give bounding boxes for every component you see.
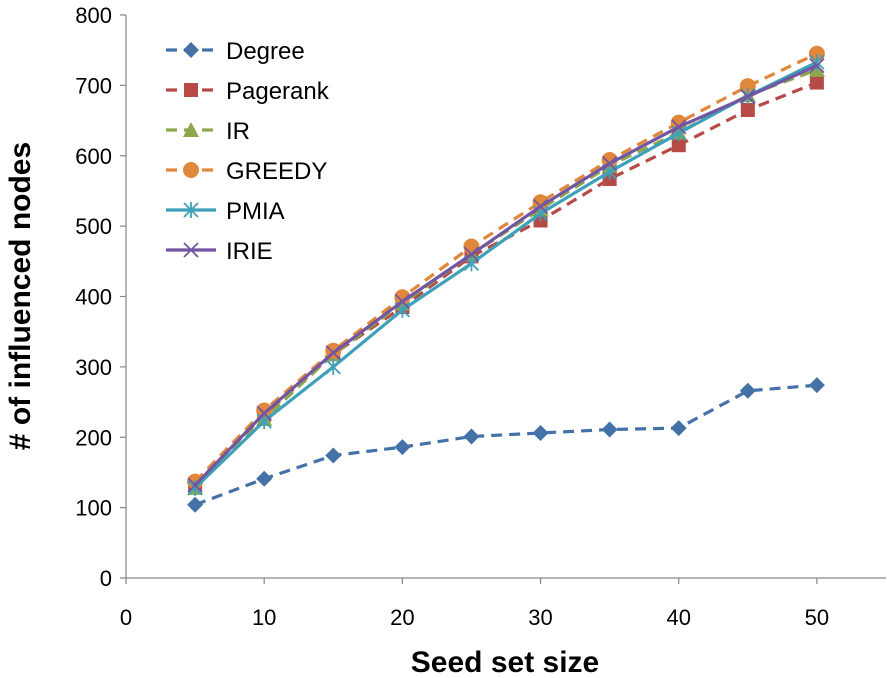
legend-item-pmia: PMIA <box>166 198 285 225</box>
legend-marker-irie <box>183 242 199 258</box>
series-irie <box>187 58 825 493</box>
series-line-degree <box>194 383 818 507</box>
data-point-degree <box>187 496 204 513</box>
x-tick-label: 30 <box>528 605 552 630</box>
legend-marker-pmia <box>183 202 199 218</box>
y-axis-title: # of influenced nodes <box>4 142 37 450</box>
data-point-pagerank <box>809 75 824 90</box>
data-point-degree <box>739 382 756 399</box>
data-point-degree <box>394 439 411 456</box>
legend-label-pagerank: Pagerank <box>226 78 330 105</box>
data-point-greedy <box>532 194 549 211</box>
y-tick-label: 700 <box>75 73 112 98</box>
series-line-pmia <box>193 60 818 490</box>
y-tick-label: 800 <box>75 3 112 28</box>
legend-marker-degree <box>183 42 199 58</box>
series-line-pagerank <box>193 81 818 486</box>
data-point-pagerank <box>671 138 686 153</box>
series-line-greedy <box>193 52 818 483</box>
data-point-degree <box>532 425 549 442</box>
x-tick-label: 0 <box>120 605 132 630</box>
data-point-degree <box>256 470 273 487</box>
data-point-degree <box>325 447 342 464</box>
series-greedy <box>187 45 825 490</box>
data-point-irie <box>740 88 756 105</box>
x-tick-label: 40 <box>666 605 690 630</box>
data-point-irie <box>463 246 480 262</box>
legend-item-pagerank: Pagerank <box>166 78 330 105</box>
data-point-irie <box>809 58 825 74</box>
legend-item-irie: IRIE <box>166 238 273 265</box>
series-line-ir <box>193 68 818 490</box>
data-point-greedy <box>601 151 618 168</box>
legend-label-ir: IR <box>226 118 250 145</box>
data-point-degree <box>601 421 618 438</box>
legend-item-greedy: GREEDY <box>166 158 327 185</box>
legend-label-pmia: PMIA <box>226 198 285 225</box>
series-line-irie <box>193 64 818 487</box>
axes: 0 100 200 300 400 500 600 700 800 0 10 20 30 40 50 <box>75 3 886 630</box>
data-point-irie <box>256 405 272 421</box>
data-point-irie <box>532 198 549 215</box>
y-tick-label: 400 <box>75 285 112 310</box>
data-point-degree <box>670 420 687 437</box>
legend-marker-greedy <box>183 162 199 178</box>
series-layer <box>187 45 825 513</box>
data-point-pmia <box>187 479 203 496</box>
legend-label-degree: Degree <box>226 38 305 65</box>
series-pagerank <box>188 75 824 492</box>
x-tick-label: 50 <box>805 605 829 630</box>
data-point-irie <box>671 119 687 135</box>
y-tick-label: 300 <box>75 355 112 380</box>
data-point-irie <box>187 477 203 493</box>
x-tick-label: 10 <box>252 605 276 630</box>
data-point-irie <box>394 293 411 310</box>
legend-marker-ir <box>183 122 199 137</box>
y-tick-label: 600 <box>75 144 112 169</box>
series-degree <box>187 377 825 513</box>
legend-marker-pagerank <box>184 83 198 97</box>
y-tick-label: 200 <box>75 425 112 450</box>
data-point-degree <box>808 377 825 394</box>
y-tick-label: 0 <box>100 566 112 591</box>
y-tick-label: 500 <box>75 214 112 239</box>
legend-item-ir: IR <box>166 118 250 145</box>
data-point-degree <box>463 428 480 445</box>
x-tick-label: 20 <box>390 605 414 630</box>
x-axis-title: Seed set size <box>411 646 599 678</box>
legend-item-degree: Degree <box>166 38 305 65</box>
data-point-pmia <box>325 358 341 375</box>
data-point-irie <box>601 155 618 172</box>
data-point-greedy <box>739 78 756 95</box>
data-point-greedy <box>256 402 273 419</box>
data-point-irie <box>325 345 341 361</box>
data-point-greedy <box>394 289 411 306</box>
legend-label-irie: IRIE <box>226 238 273 265</box>
legend: Degree Pagerank IR GREEDY PMIA IRIE <box>166 38 330 265</box>
data-point-pagerank <box>740 103 755 118</box>
legend-label-greedy: GREEDY <box>226 158 327 185</box>
y-tick-label: 100 <box>75 496 112 521</box>
series-ir <box>187 61 825 495</box>
